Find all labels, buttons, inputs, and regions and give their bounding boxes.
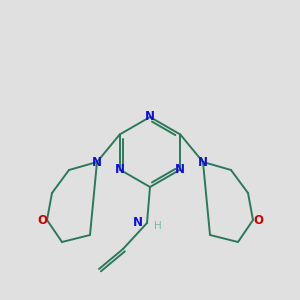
Text: N: N	[145, 110, 155, 124]
Text: O: O	[37, 214, 47, 226]
Text: O: O	[253, 214, 263, 226]
Text: N: N	[198, 155, 208, 169]
Text: N: N	[92, 155, 102, 169]
Text: N: N	[133, 215, 143, 229]
Text: H: H	[154, 221, 162, 231]
Text: N: N	[175, 163, 185, 176]
Text: N: N	[115, 163, 125, 176]
